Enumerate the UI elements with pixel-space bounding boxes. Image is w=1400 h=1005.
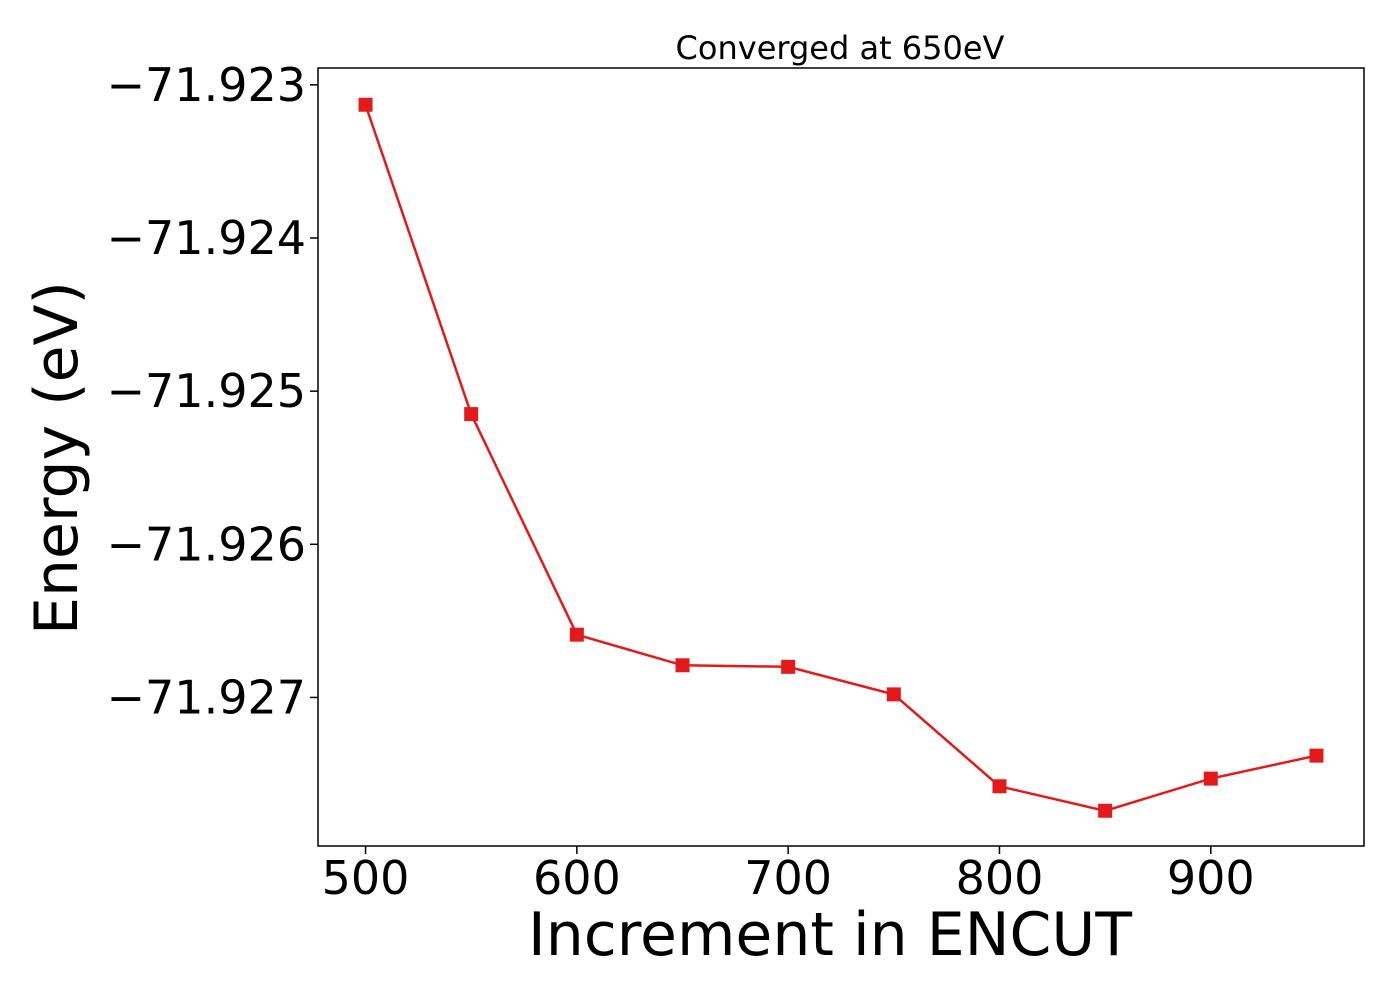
data-point xyxy=(1098,803,1113,818)
y-tick-label: −71.925 xyxy=(107,364,307,418)
y-tick-label: −71.926 xyxy=(107,517,307,571)
x-tick-label: 600 xyxy=(533,851,621,905)
y-axis-label: Energy (eV) xyxy=(22,281,92,635)
x-tick-label: 800 xyxy=(956,851,1044,905)
data-point xyxy=(886,687,901,702)
data-point xyxy=(358,97,373,112)
x-axis-label: Increment in ENCUT xyxy=(528,900,1132,970)
data-point xyxy=(569,627,584,642)
chart-title: Converged at 650eV xyxy=(676,29,1005,67)
x-tick-label: 500 xyxy=(322,851,410,905)
data-point xyxy=(1203,771,1218,786)
y-tick-label: −71.924 xyxy=(107,211,307,265)
plot-frame xyxy=(317,67,1365,847)
x-axis: 500 600 700 800 900 xyxy=(322,846,1255,905)
x-tick-label: 700 xyxy=(744,851,832,905)
data-point xyxy=(992,779,1007,794)
data-point xyxy=(781,659,796,674)
plot-area xyxy=(358,97,1324,818)
series-line xyxy=(364,104,1317,813)
y-tick-label: −71.927 xyxy=(107,670,307,724)
data-point xyxy=(675,658,690,673)
x-tick-label: 900 xyxy=(1167,851,1255,905)
data-point xyxy=(464,407,479,422)
y-tick-label: −71.923 xyxy=(107,58,307,112)
y-axis: −71.923 −71.924 −71.925 −71.926 −71.927 xyxy=(107,58,318,724)
data-point xyxy=(1309,748,1324,763)
